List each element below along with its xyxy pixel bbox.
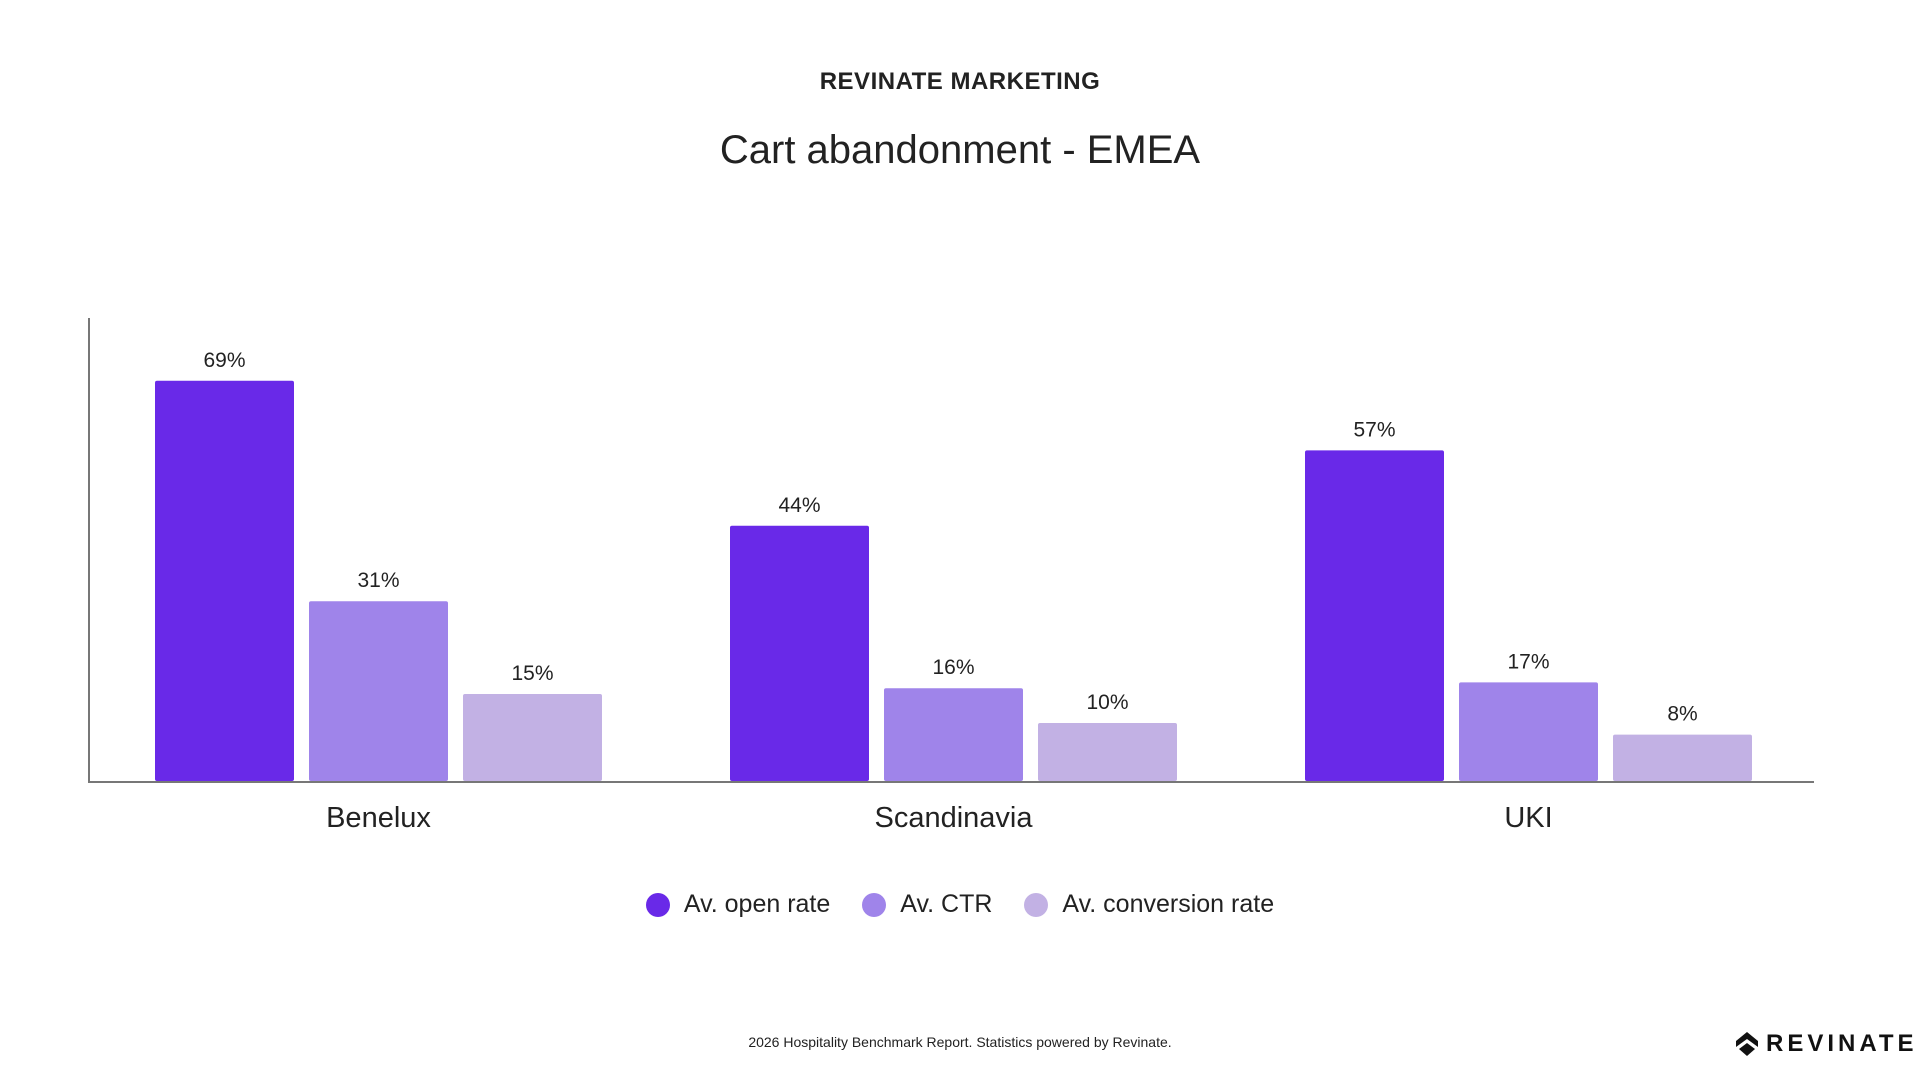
footer-note: 2026 Hospitality Benchmark Report. Stati… <box>748 1034 1172 1050</box>
data-label: 8% <box>1667 703 1697 726</box>
legend-dot-icon <box>862 892 887 917</box>
data-label: 44% <box>778 494 820 517</box>
legend-label: Av. CTR <box>900 890 993 918</box>
data-label: 69% <box>203 349 245 372</box>
data-label: 17% <box>1507 650 1549 673</box>
bar <box>309 601 448 781</box>
legend: Av. open rate Av. CTR Av. conversion rat… <box>0 890 1920 919</box>
data-label: 10% <box>1086 691 1128 714</box>
legend-item-open-rate: Av. open rate <box>645 890 831 919</box>
bar <box>463 694 602 781</box>
bar <box>155 380 294 781</box>
legend-dot-icon <box>1024 892 1049 917</box>
revinate-logo-icon <box>1736 1032 1758 1056</box>
report-kicker: REVINATE MARKETING <box>819 68 1101 95</box>
bar <box>884 688 1023 781</box>
legend-item-conversion-rate: Av. conversion rate <box>1024 890 1274 919</box>
data-label: 57% <box>1353 418 1395 441</box>
chart-title: Cart abandonment - EMEA <box>719 128 1201 172</box>
legend-item-ctr: Av. CTR <box>862 890 992 919</box>
bar <box>1305 450 1444 781</box>
data-label: 15% <box>511 662 553 685</box>
legend-label: Av. conversion rate <box>1062 890 1275 918</box>
bar <box>1613 734 1752 781</box>
bar <box>730 525 869 781</box>
data-label: 16% <box>932 656 974 679</box>
revinate-logo: REVINATE <box>1736 1030 1918 1058</box>
bar <box>1038 723 1177 781</box>
legend-dot-icon <box>645 892 670 917</box>
x-tick-label: UKI <box>1504 802 1552 834</box>
logo-text: REVINATE <box>1766 1030 1918 1057</box>
x-tick-label: Scandinavia <box>875 802 1034 834</box>
data-label: 31% <box>357 569 399 592</box>
legend-label: Av. open rate <box>683 890 831 918</box>
bar <box>1459 682 1598 781</box>
x-tick-label: Benelux <box>326 802 431 834</box>
